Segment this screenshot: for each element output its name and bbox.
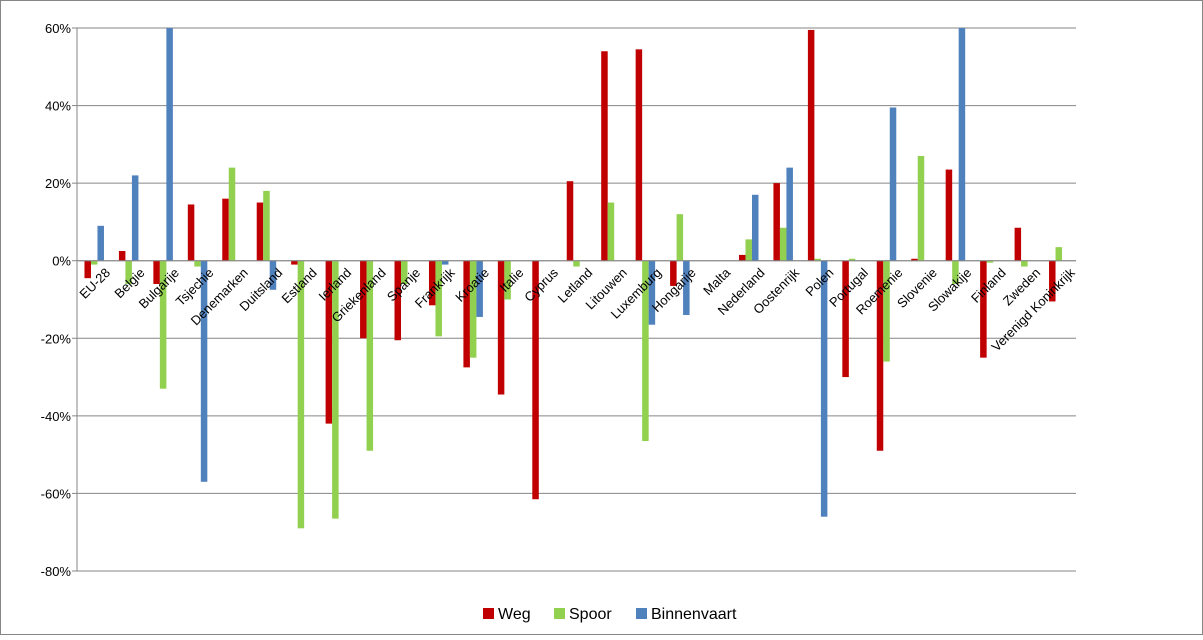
bar-weg	[394, 260, 402, 341]
bar-weg	[980, 260, 987, 358]
bar-spoor	[159, 260, 167, 389]
bar-binnenvaart	[200, 260, 208, 482]
bar-weg	[1014, 227, 1022, 261]
bar-weg	[911, 258, 918, 261]
bar-binnenvaart	[166, 28, 173, 261]
bar-binnenvaart	[820, 260, 828, 517]
bar-spoor	[1055, 247, 1063, 261]
bar-binnenvaart	[269, 260, 277, 290]
bar-spoor	[504, 260, 511, 300]
bar-spoor	[573, 260, 580, 267]
bar-spoor	[917, 155, 925, 261]
bar-spoor	[814, 258, 821, 261]
bar-weg	[532, 260, 539, 500]
bar-weg	[773, 183, 780, 261]
bar-weg	[807, 29, 815, 261]
bar-weg	[601, 51, 608, 261]
bar-spoor	[952, 260, 959, 284]
bar-binnenvaart	[958, 28, 966, 261]
legend-swatch-spoor	[554, 608, 565, 619]
bar-binnenvaart	[131, 175, 139, 261]
y-axis-tick-labels: 60% 40% 20% 0% -20% -40% -60% -80%	[41, 21, 72, 579]
y-tick-label: -20%	[41, 331, 72, 346]
y-tick-label: 0%	[52, 254, 71, 269]
bar-spoor	[90, 260, 98, 265]
bar-binnenvaart	[751, 194, 759, 261]
bar-spoor	[848, 258, 856, 261]
bar-weg	[1049, 260, 1056, 302]
bar-weg	[84, 260, 91, 279]
legend-label-binnenvaart: Binnenvaart	[651, 606, 737, 623]
bar-weg	[738, 254, 746, 261]
bar-spoor	[297, 260, 305, 529]
bar-spoor	[883, 260, 890, 362]
bar-binnenvaart	[683, 260, 690, 316]
bar-spoor	[401, 260, 408, 284]
bar-weg	[876, 260, 884, 451]
bar-weg	[566, 181, 574, 261]
bar-weg	[153, 260, 160, 284]
bar-binnenvaart	[476, 260, 483, 317]
legend: Weg Spoor Binnenvaart	[483, 606, 737, 623]
y-tick-label: 20%	[45, 176, 71, 191]
legend-swatch-binnenvaart	[636, 608, 647, 619]
bar-spoor	[676, 214, 684, 261]
bar-weg	[325, 260, 333, 424]
bar-spoor	[986, 260, 994, 263]
bar-weg	[118, 251, 126, 261]
y-tick-label: -80%	[41, 564, 72, 579]
bar-spoor	[332, 260, 339, 519]
bar-spoor	[745, 239, 752, 261]
bar-spoor	[194, 260, 201, 267]
legend-label-weg: Weg	[498, 606, 531, 623]
bar-spoor	[607, 202, 615, 261]
legend-swatch-weg	[483, 608, 494, 619]
y-tick-label: 60%	[45, 21, 71, 36]
bar-weg	[428, 260, 436, 306]
bar-spoor	[435, 260, 442, 337]
bar-binnenvaart	[889, 107, 897, 261]
legend-label-spoor: Spoor	[569, 606, 612, 623]
bar-spoor	[779, 227, 787, 261]
bar-spoor	[263, 190, 270, 261]
bar-spoor	[642, 260, 649, 442]
y-tick-label: -60%	[41, 486, 72, 501]
bar-weg	[291, 260, 298, 265]
bar-spoor	[125, 260, 132, 284]
bar-weg	[360, 260, 367, 339]
bar-weg	[187, 204, 195, 261]
bar-weg	[842, 260, 849, 378]
bar-weg	[463, 260, 470, 368]
bar-spoor	[228, 167, 236, 261]
bar-weg	[670, 260, 677, 286]
bar-weg	[945, 169, 953, 261]
bar-spoor	[1021, 260, 1028, 267]
bar-weg	[635, 49, 643, 261]
bar-weg	[256, 202, 264, 261]
bar-binnenvaart	[786, 167, 793, 261]
y-tick-label: 40%	[45, 99, 71, 114]
bars	[84, 28, 1063, 529]
bar-spoor	[469, 260, 477, 358]
bar-spoor	[366, 260, 374, 451]
bar-binnenvaart	[97, 225, 104, 261]
bar-weg	[222, 198, 229, 261]
bar-binnenvaart	[648, 260, 656, 325]
y-tick-label: -40%	[41, 409, 72, 424]
bar-weg	[497, 260, 505, 395]
bar-binnenvaart	[441, 260, 449, 265]
